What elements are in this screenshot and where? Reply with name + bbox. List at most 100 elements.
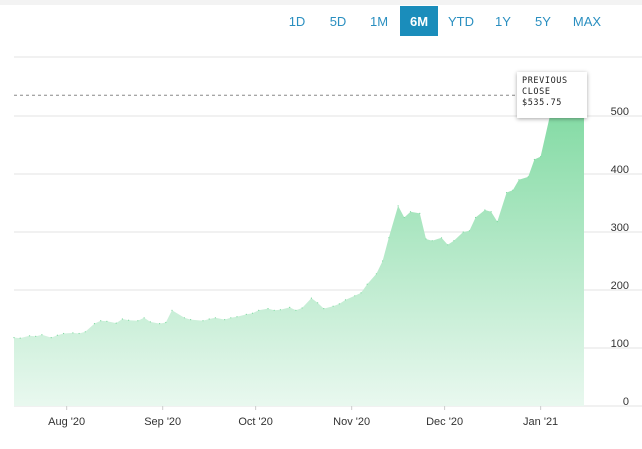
- y-tick-label: 300: [611, 222, 629, 234]
- top-strip: [0, 0, 642, 5]
- price-point: [267, 308, 269, 310]
- price-point: [149, 321, 151, 323]
- price-point: [344, 299, 347, 301]
- price-point: [518, 179, 520, 181]
- price-point: [425, 238, 427, 240]
- price-point: [115, 322, 117, 324]
- price-point: [273, 309, 275, 311]
- price-point: [366, 283, 368, 285]
- y-tick-label: 100: [611, 338, 629, 350]
- price-point: [490, 211, 492, 213]
- previous-close-label-line2: CLOSE: [522, 87, 551, 97]
- price-point: [224, 319, 226, 321]
- price-point: [63, 332, 65, 335]
- previous-close-label-line1: PREVIOUS: [522, 76, 568, 86]
- price-point: [165, 321, 167, 324]
- price-area-series: [14, 95, 584, 407]
- range-tab-5y[interactable]: 5Y: [535, 13, 551, 29]
- price-point: [468, 230, 470, 232]
- price-point: [388, 237, 390, 239]
- y-tick-label: 200: [611, 280, 629, 292]
- price-point: [143, 317, 145, 319]
- price-point: [431, 240, 433, 242]
- price-point: [301, 307, 303, 309]
- price-point: [323, 308, 325, 310]
- price-point: [35, 335, 37, 337]
- price-point: [171, 309, 173, 311]
- price-point: [230, 317, 232, 319]
- price-point: [183, 317, 185, 319]
- price-point: [338, 303, 340, 305]
- price-point: [540, 156, 542, 158]
- price-point: [41, 334, 43, 336]
- price-point: [13, 337, 15, 339]
- price-point: [258, 309, 260, 311]
- price-point: [453, 240, 455, 242]
- price-point: [403, 216, 405, 219]
- x-tick-label: Aug '20: [48, 416, 85, 428]
- price-point: [533, 158, 536, 161]
- price-point: [382, 260, 384, 262]
- price-point: [128, 319, 130, 321]
- x-tick-label: Jan '21: [523, 416, 558, 428]
- y-tick-label: 0: [623, 396, 629, 408]
- price-point: [397, 205, 399, 207]
- price-point: [295, 309, 297, 311]
- price-point: [447, 244, 449, 246]
- price-point: [121, 318, 123, 320]
- y-tick-label: 500: [611, 106, 629, 118]
- price-point: [28, 335, 31, 337]
- price-point: [202, 320, 204, 322]
- price-point: [93, 323, 96, 325]
- price-point: [84, 331, 86, 333]
- price-point: [354, 295, 356, 297]
- y-tick-label: 400: [611, 164, 629, 176]
- previous-close-value: $535.75: [522, 98, 563, 108]
- range-tab-1m[interactable]: 1M: [369, 13, 389, 29]
- price-point: [236, 316, 238, 318]
- price-point: [310, 297, 312, 299]
- x-tick-label: Sep '20: [144, 416, 181, 428]
- price-point: [527, 176, 529, 178]
- previous-close-callout: PREVIOUS CLOSE $535.75: [517, 72, 587, 118]
- price-point: [409, 211, 412, 213]
- range-tabs: 1D 5D 1M 6M YTD 1Y 5Y MAX: [276, 6, 610, 36]
- price-point: [208, 318, 210, 320]
- price-point: [419, 212, 421, 214]
- price-point: [332, 305, 334, 307]
- price-point: [100, 320, 102, 322]
- price-point: [19, 337, 21, 339]
- x-tick-label: Dec '20: [426, 416, 463, 428]
- price-point: [462, 231, 464, 233]
- range-tab-5d[interactable]: 5D: [329, 13, 347, 29]
- range-tab-6m[interactable]: 6M: [400, 6, 438, 36]
- price-point: [78, 332, 80, 335]
- price-point: [484, 209, 486, 211]
- price-point: [251, 312, 254, 314]
- range-tab-max[interactable]: MAX: [572, 13, 602, 29]
- x-tick-label: Nov '20: [333, 416, 370, 428]
- x-tick-label: Oct '20: [238, 416, 273, 428]
- price-point: [190, 319, 192, 321]
- price-point: [159, 323, 161, 325]
- price-point: [506, 192, 508, 194]
- price-point: [137, 320, 139, 322]
- range-tab-1d[interactable]: 1D: [288, 13, 306, 29]
- range-tab-1y[interactable]: 1Y: [495, 13, 511, 29]
- price-point: [279, 309, 281, 311]
- price-point: [214, 317, 216, 319]
- price-point: [475, 216, 477, 219]
- price-point: [440, 237, 443, 239]
- price-point: [317, 302, 319, 304]
- price-point: [360, 292, 362, 294]
- price-point: [56, 334, 59, 336]
- price-point: [245, 313, 247, 315]
- price-point: [375, 273, 377, 275]
- price-point: [72, 332, 74, 334]
- price-point: [289, 306, 291, 308]
- range-tab-ytd[interactable]: YTD: [448, 13, 474, 29]
- price-point: [496, 221, 498, 223]
- price-point: [512, 189, 514, 191]
- price-point: [106, 320, 108, 322]
